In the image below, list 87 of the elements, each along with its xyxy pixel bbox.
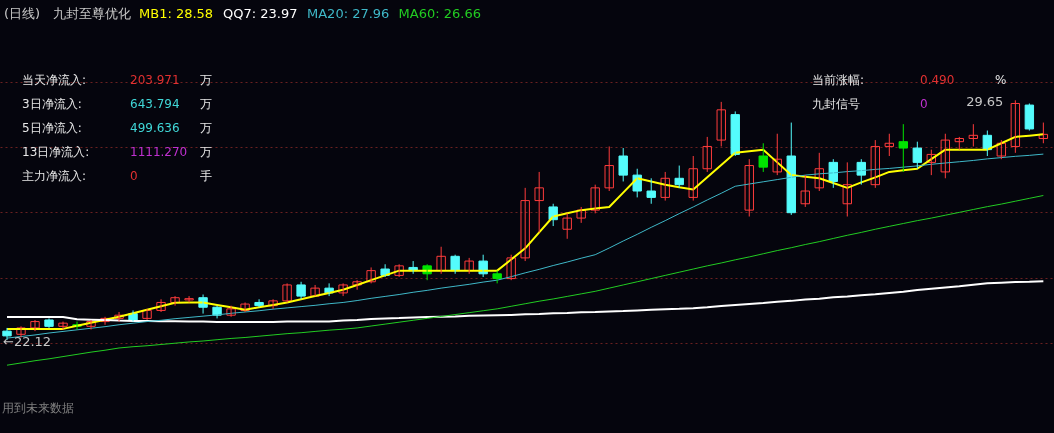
annotation: 3日净流入: — [22, 97, 82, 111]
candlestick — [240, 301, 250, 313]
candlestick — [856, 158, 866, 186]
annotation: 13日净流入: — [22, 145, 90, 159]
candlestick — [114, 311, 124, 323]
candlestick — [814, 152, 824, 192]
candlestick — [758, 142, 768, 173]
candlestick — [534, 171, 544, 233]
candlestick — [338, 282, 348, 297]
annotation: ←22.12 — [3, 334, 52, 350]
candlestick — [282, 282, 292, 303]
annotation: 万 — [200, 97, 212, 111]
candlestick — [226, 305, 236, 318]
candlestick — [464, 257, 474, 275]
annotation: 643.794 — [130, 97, 180, 111]
candlestick — [30, 319, 40, 332]
text: MB1: 28.58 — [139, 6, 214, 21]
annotation: 手 — [200, 169, 212, 183]
candlestick — [800, 174, 810, 208]
candlestick — [912, 141, 923, 170]
candlestick — [184, 295, 194, 303]
candlestick — [660, 171, 670, 202]
candlestick — [688, 155, 698, 202]
candlestick — [170, 295, 180, 307]
candlestick — [604, 145, 614, 192]
candlestick — [674, 165, 684, 189]
annotation: 0.490 — [920, 73, 955, 87]
candlestick — [58, 321, 68, 331]
candlestick — [702, 136, 712, 173]
annotation: 29.65 — [966, 94, 1004, 110]
annotation: 当天净流入: — [22, 73, 87, 87]
candlestick — [296, 281, 306, 300]
annotation: 0 — [130, 169, 138, 183]
candlestick — [520, 187, 530, 262]
candlestick — [898, 123, 909, 173]
candlestick — [268, 298, 278, 310]
annotation: 203.971 — [130, 73, 180, 87]
candlestick — [1010, 99, 1021, 154]
annotation: 用到未来数据 — [2, 401, 74, 415]
annotation: 主力净流入: — [22, 169, 87, 183]
candlestick — [968, 123, 979, 147]
candlestick — [870, 139, 880, 189]
annotation: 九封信号 — [812, 97, 860, 111]
candlestick — [632, 168, 642, 198]
candlestick — [352, 279, 362, 291]
candlestick — [436, 246, 446, 275]
candlestick — [940, 133, 951, 179]
candlestick — [562, 212, 572, 240]
candlestick — [646, 177, 656, 205]
candlestick — [1038, 122, 1049, 144]
candlestick — [884, 133, 895, 157]
candlestick — [16, 325, 26, 338]
candlestick — [842, 161, 852, 217]
candlestick — [156, 298, 166, 313]
annotation: 0 — [920, 97, 928, 111]
text: MA60: 26.66 — [398, 6, 481, 21]
annotation: 当前涨幅: — [812, 73, 865, 87]
annotation: 5日净流入: — [22, 121, 82, 135]
candlestick — [366, 266, 376, 284]
annotation: 1111.270 — [130, 145, 188, 159]
candlestick — [492, 270, 502, 284]
annotation: 万 — [200, 73, 212, 87]
candlestick — [716, 101, 726, 147]
annotation: 万 — [200, 121, 212, 135]
candlestick — [506, 254, 516, 281]
candlestick — [786, 122, 796, 216]
annotation: 万 — [200, 145, 212, 159]
candlestick — [394, 263, 404, 278]
annotation: 499.636 — [130, 121, 180, 135]
candlestick — [44, 317, 54, 329]
text: MA20: 27.96 — [307, 6, 390, 21]
candlestick — [310, 284, 320, 297]
text: (日线) — [4, 6, 41, 21]
candlestick — [86, 319, 96, 331]
candlestick — [730, 110, 740, 157]
candlestick — [926, 149, 937, 176]
candlestick — [618, 147, 628, 182]
candlestick — [744, 158, 754, 217]
text: 九封至尊优化 — [53, 6, 131, 21]
candlestick — [772, 133, 782, 176]
candlestick — [954, 136, 965, 151]
candlestick — [142, 308, 152, 321]
annotation: % — [995, 73, 1007, 87]
candlestick — [576, 206, 586, 224]
text: QQ7: 23.97 — [223, 6, 298, 21]
candlestick — [996, 139, 1007, 160]
candlestick — [590, 184, 600, 214]
